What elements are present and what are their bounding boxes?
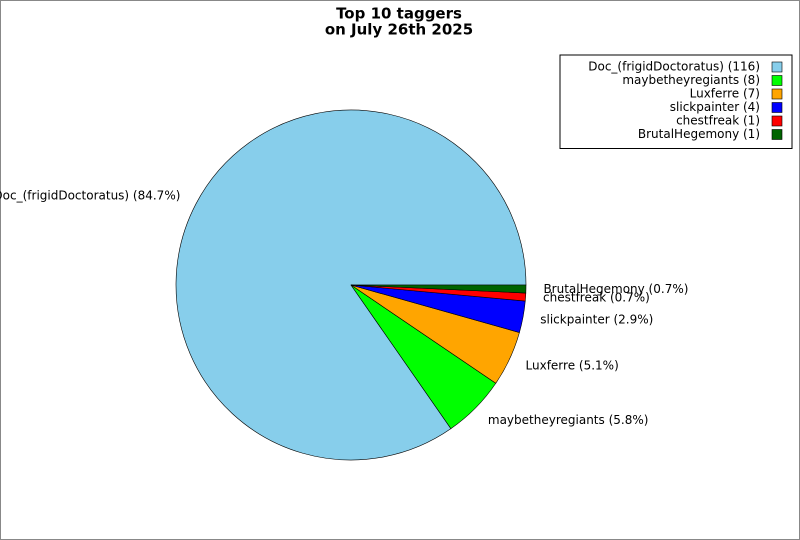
legend-box (559, 54, 793, 149)
slice-label: Luxferre (5.1%) (526, 359, 619, 373)
legend-swatch (771, 61, 783, 73)
legend-swatch (771, 102, 783, 113)
legend-label: Luxferre (7) (690, 87, 760, 101)
slice-label: slickpainter (2.9%) (540, 313, 653, 327)
chart-title: Top 10 taggers (336, 5, 462, 23)
slice-label: maybetheyregiants (5.8%) (488, 413, 649, 427)
slice-label: Doc_(frigidDoctoratus) (84.7%) (0, 188, 180, 202)
pie-slice (350, 284, 527, 294)
chart-title: on July 26th 2025 (325, 21, 473, 39)
legend-swatch (771, 75, 783, 86)
slice-label: BrutalHegemony (0.7%) (543, 282, 688, 296)
legend-label: slickpainter (4) (670, 100, 760, 114)
slice-label: chestfreak (0.7%) (543, 291, 650, 305)
legend-label: BrutalHegemony (1) (638, 127, 760, 141)
legend-swatch (771, 115, 783, 127)
legend-label: chestfreak (1) (676, 114, 760, 128)
legend-swatch (771, 88, 783, 100)
legend-label: maybetheyregiants (8) (622, 73, 760, 87)
legend-label: Doc_(frigidDoctoratus) (116) (588, 60, 760, 74)
legend-swatch (771, 129, 783, 140)
